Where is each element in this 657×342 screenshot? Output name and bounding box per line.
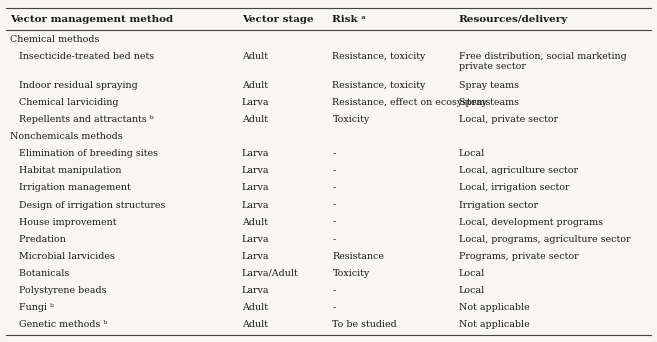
Text: Adult: Adult <box>242 52 268 61</box>
Text: Nonchemicals methods: Nonchemicals methods <box>10 132 122 141</box>
Text: Not applicable: Not applicable <box>459 303 530 312</box>
Text: Insecticide-treated bed nets: Insecticide-treated bed nets <box>10 52 154 61</box>
Text: To be studied: To be studied <box>332 320 397 329</box>
Text: Resistance, toxicity: Resistance, toxicity <box>332 52 426 61</box>
Text: Local, development programs: Local, development programs <box>459 218 602 227</box>
Text: Not applicable: Not applicable <box>459 320 530 329</box>
Text: Larva: Larva <box>242 286 269 295</box>
Text: -: - <box>332 167 336 175</box>
Text: Indoor residual spraying: Indoor residual spraying <box>10 81 137 90</box>
Text: Fungi ᵇ: Fungi ᵇ <box>10 303 54 312</box>
Text: Local: Local <box>459 269 485 278</box>
Text: Habitat manipulation: Habitat manipulation <box>10 167 122 175</box>
Text: Local: Local <box>459 149 485 158</box>
Text: Programs, private sector: Programs, private sector <box>459 252 578 261</box>
Text: Local, irrigation sector: Local, irrigation sector <box>459 183 569 193</box>
Text: Adult: Adult <box>242 115 268 124</box>
Text: Adult: Adult <box>242 303 268 312</box>
Text: Spray teams: Spray teams <box>459 81 518 90</box>
Text: Irrigation management: Irrigation management <box>10 183 131 193</box>
Text: Design of irrigation structures: Design of irrigation structures <box>10 200 166 210</box>
Text: Larva: Larva <box>242 252 269 261</box>
Text: House improvement: House improvement <box>10 218 116 227</box>
Text: Resistance, effect on ecosystems: Resistance, effect on ecosystems <box>332 98 491 107</box>
Text: -: - <box>332 200 336 210</box>
Text: Toxicity: Toxicity <box>332 115 370 124</box>
Text: Larva: Larva <box>242 98 269 107</box>
Text: Chemical methods: Chemical methods <box>10 35 99 44</box>
Text: -: - <box>332 303 336 312</box>
Text: Polystyrene beads: Polystyrene beads <box>10 286 106 295</box>
Text: Larva: Larva <box>242 149 269 158</box>
Text: Chemical larviciding: Chemical larviciding <box>10 98 118 107</box>
Text: Spray teams: Spray teams <box>459 98 518 107</box>
Text: Genetic methods ᵇ: Genetic methods ᵇ <box>10 320 107 329</box>
Text: Toxicity: Toxicity <box>332 269 370 278</box>
Text: Vector stage: Vector stage <box>242 14 313 24</box>
Text: Elimination of breeding sites: Elimination of breeding sites <box>10 149 158 158</box>
Text: -: - <box>332 286 336 295</box>
Text: Larva: Larva <box>242 183 269 193</box>
Text: Adult: Adult <box>242 218 268 227</box>
Text: -: - <box>332 235 336 244</box>
Text: Botanicals: Botanicals <box>10 269 69 278</box>
Text: Resistance, toxicity: Resistance, toxicity <box>332 81 426 90</box>
Text: Larva/Adult: Larva/Adult <box>242 269 298 278</box>
Text: -: - <box>332 183 336 193</box>
Text: Larva: Larva <box>242 235 269 244</box>
Text: Local: Local <box>459 286 485 295</box>
Text: Vector management method: Vector management method <box>10 14 173 24</box>
Text: Adult: Adult <box>242 81 268 90</box>
Text: Free distribution, social marketing: Free distribution, social marketing <box>459 52 626 61</box>
Text: Microbial larvicides: Microbial larvicides <box>10 252 115 261</box>
Text: Local, private sector: Local, private sector <box>459 115 558 124</box>
Text: Risk ᵃ: Risk ᵃ <box>332 14 367 24</box>
Text: Local, programs, agriculture sector: Local, programs, agriculture sector <box>459 235 630 244</box>
Text: Predation: Predation <box>10 235 66 244</box>
Text: Resources/delivery: Resources/delivery <box>459 14 568 24</box>
Text: Adult: Adult <box>242 320 268 329</box>
Text: Larva: Larva <box>242 167 269 175</box>
Text: Local, agriculture sector: Local, agriculture sector <box>459 167 578 175</box>
Text: Repellents and attractants ᵇ: Repellents and attractants ᵇ <box>10 115 154 124</box>
Text: Larva: Larva <box>242 200 269 210</box>
Text: private sector: private sector <box>459 62 526 70</box>
Text: Resistance: Resistance <box>332 252 384 261</box>
Text: -: - <box>332 149 336 158</box>
Text: -: - <box>332 218 336 227</box>
Text: Irrigation sector: Irrigation sector <box>459 200 537 210</box>
